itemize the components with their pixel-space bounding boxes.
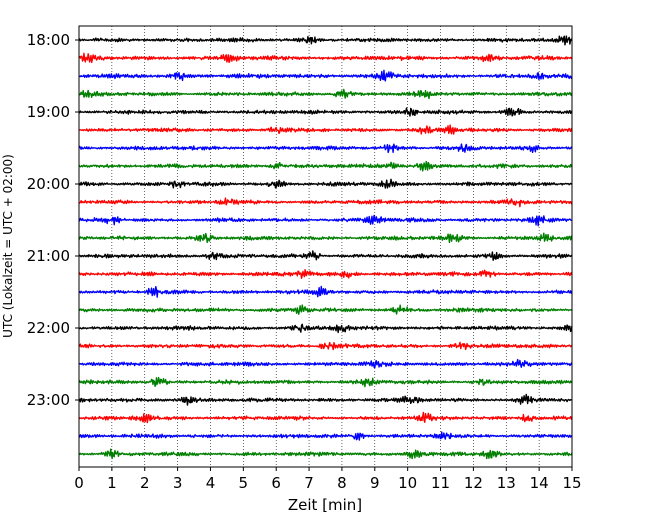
seismic-trace — [78, 160, 573, 172]
x-tick-label: 2 — [140, 474, 150, 492]
seismic-trace — [78, 393, 573, 406]
y-tick-label: 20:00 — [27, 175, 70, 193]
seismic-trace — [78, 285, 573, 298]
trace-group — [78, 35, 573, 460]
x-tick-label: 11 — [431, 474, 450, 492]
x-tick-label: 9 — [370, 474, 380, 492]
x-axis: 0 1 2 3 4 5 6 7 8 9 10 11 12 13 14 15 — [74, 467, 582, 492]
x-tick-label: 4 — [206, 474, 216, 492]
seismic-trace — [78, 52, 573, 64]
seismic-trace — [78, 35, 573, 46]
seismic-trace — [78, 69, 573, 82]
seismic-trace — [78, 88, 573, 100]
seismic-trace — [78, 214, 573, 227]
x-tick-label: 14 — [530, 474, 549, 492]
x-tick-label: 8 — [337, 474, 347, 492]
y-axis: 18:00 19:00 20:00 21:00 22:00 23:00 — [27, 31, 79, 409]
seismic-trace — [78, 304, 573, 315]
seismic-trace — [78, 197, 573, 208]
seismic-trace — [78, 268, 573, 279]
x-tick-label: 7 — [304, 474, 314, 492]
seismic-trace — [78, 431, 573, 441]
x-tick-label: 13 — [497, 474, 516, 492]
seismic-trace — [78, 232, 573, 244]
y-tick-label: 19:00 — [27, 103, 70, 121]
seismic-trace — [78, 250, 573, 261]
x-tick-label: 10 — [398, 474, 417, 492]
x-tick-label: 1 — [107, 474, 117, 492]
y-tick-label: 18:00 — [27, 31, 70, 49]
seismic-trace — [78, 341, 573, 351]
seismic-trace — [78, 143, 573, 154]
seismic-trace — [78, 411, 573, 424]
y-tick-label: 22:00 — [27, 319, 70, 337]
seismic-trace — [78, 358, 573, 369]
x-tick-label: 0 — [74, 474, 84, 492]
y-tick-label: 21:00 — [27, 247, 70, 265]
seismic-trace — [78, 178, 573, 189]
x-tick-label: 6 — [271, 474, 281, 492]
x-tick-label: 5 — [239, 474, 249, 492]
x-tick-label: 15 — [562, 474, 581, 492]
seismic-trace — [78, 107, 573, 117]
x-tick-label: 3 — [173, 474, 183, 492]
plot-frame — [78, 25, 573, 468]
seismic-trace — [78, 376, 573, 388]
seismic-trace — [78, 124, 573, 135]
seismic-trace — [78, 448, 573, 460]
x-axis-label: Zeit [min] — [288, 496, 362, 514]
y-tick-label: 23:00 — [27, 391, 70, 409]
seismic-trace — [78, 323, 573, 334]
x-tick-label: 12 — [464, 474, 483, 492]
y-axis-label: UTC (Lokalzeit = UTC + 02:00) — [1, 154, 15, 338]
